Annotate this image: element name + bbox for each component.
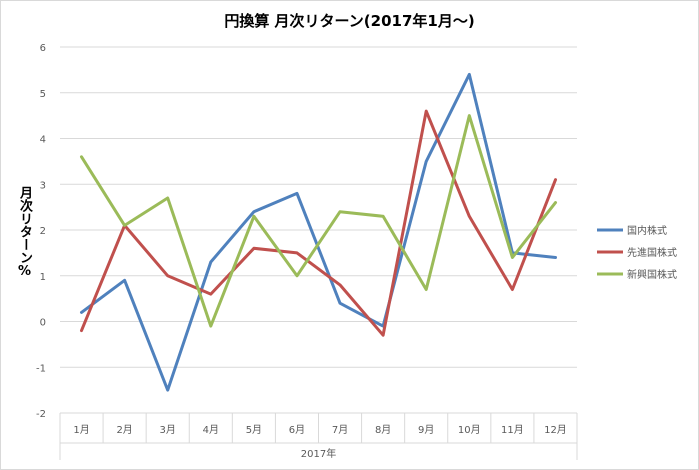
y-tick-label: 2 [40, 226, 46, 237]
y-tick-label: -1 [36, 363, 46, 374]
y-tick-label: 6 [40, 43, 46, 54]
x-tick-label: 6月 [289, 424, 305, 436]
legend-label: 新興国株式 [627, 268, 677, 281]
x-tick-label: 9月 [418, 424, 434, 436]
x-tick-label: 10月 [458, 424, 481, 436]
chart-title: 円換算 月次リターン(2017年1月～) [224, 12, 475, 30]
x-tick-label: 2月 [116, 424, 132, 436]
y-tick-label: 1 [40, 272, 46, 283]
y-tick-label: 3 [40, 180, 46, 191]
legend-label: 国内株式 [627, 224, 667, 237]
x-tick-label: 4月 [203, 424, 219, 436]
y-tick-label: 0 [40, 318, 46, 329]
y-tick-label: -2 [36, 409, 46, 420]
y-axis-title: 月次リターン% [17, 186, 32, 279]
x-tick-label: 11月 [501, 424, 524, 436]
x-tick-label: 5月 [246, 424, 262, 436]
series-line [80, 72, 557, 392]
series-line [80, 109, 557, 337]
x-tick-label: 1月 [73, 424, 89, 436]
x-tick-label: 7月 [332, 424, 348, 436]
legend-label: 先進国株式 [627, 246, 677, 259]
y-tick-label: 4 [40, 135, 46, 146]
x-tick-label: 3月 [160, 424, 176, 436]
series-line [80, 114, 557, 328]
x-axis-title: 2017年 [301, 447, 336, 460]
y-tick-label: 5 [40, 89, 46, 100]
x-tick-label: 12月 [544, 424, 567, 436]
x-tick-label: 8月 [375, 424, 391, 436]
